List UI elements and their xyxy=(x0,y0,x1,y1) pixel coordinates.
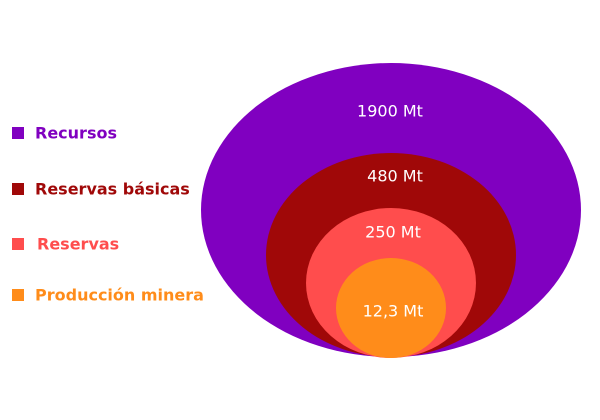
legend-swatch xyxy=(12,238,24,250)
ellipse-label: 250 Mt xyxy=(365,223,421,242)
legend-label: Reservas xyxy=(37,235,119,254)
legend-swatch xyxy=(12,127,24,139)
legend-label: Reservas básicas xyxy=(35,180,190,199)
production-ellipse xyxy=(336,258,446,358)
ellipse-label: 1900 Mt xyxy=(357,102,423,121)
ellipse-label: 480 Mt xyxy=(367,167,423,186)
legend-label: Producción minera xyxy=(35,286,204,305)
legend-label: Recursos xyxy=(35,124,117,143)
legend-swatch xyxy=(12,289,24,301)
legend-swatch xyxy=(12,183,24,195)
ellipse-label: 12,3 Mt xyxy=(363,302,424,321)
